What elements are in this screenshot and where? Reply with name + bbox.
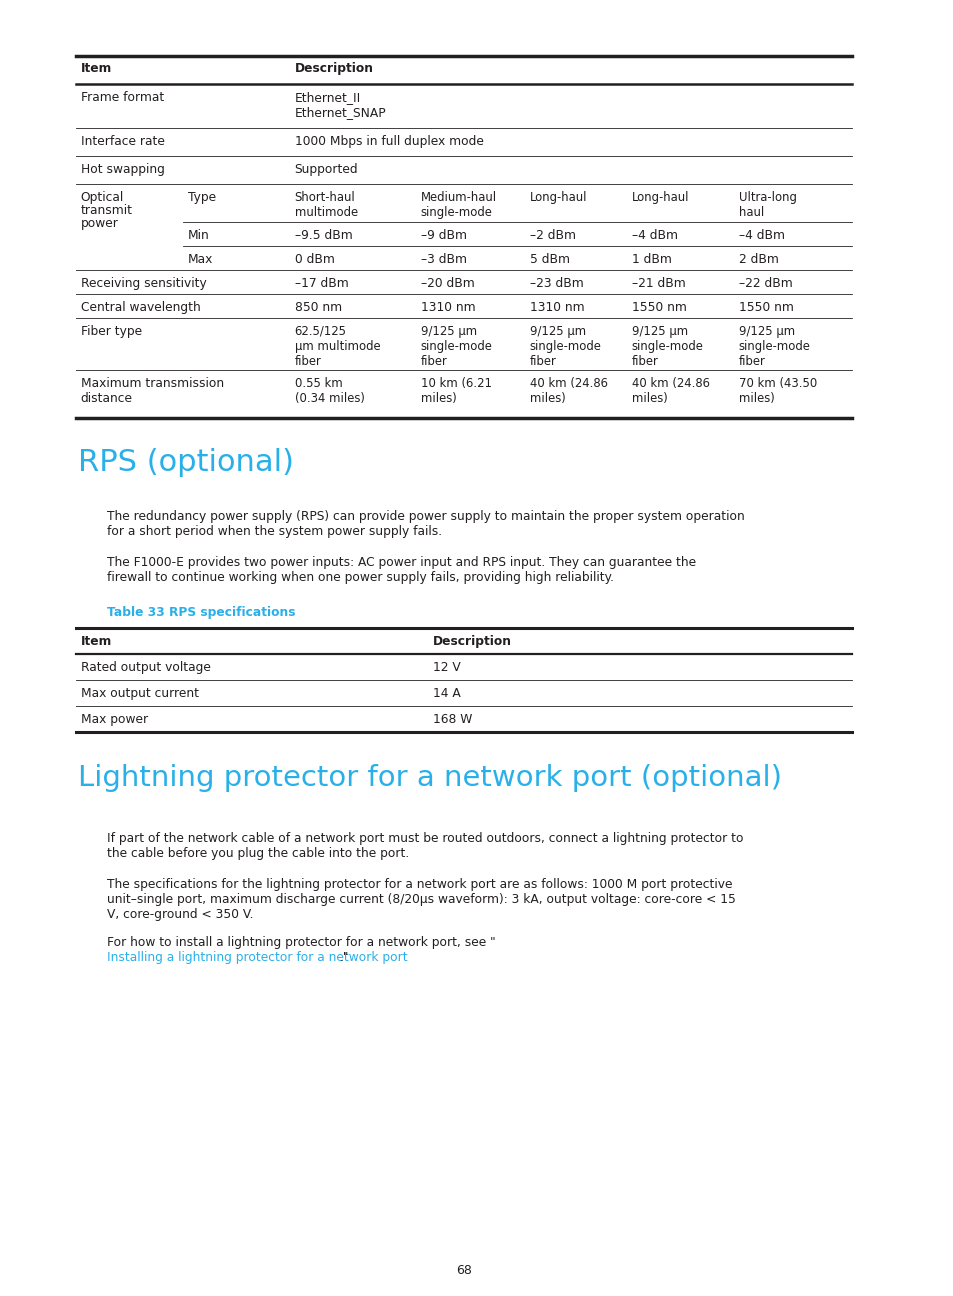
- Text: –3 dBm: –3 dBm: [420, 253, 466, 266]
- Text: Supported: Supported: [294, 163, 357, 176]
- Text: Ethernet_SNAP: Ethernet_SNAP: [294, 106, 386, 119]
- Text: 12 V: 12 V: [432, 661, 460, 674]
- Text: Min: Min: [188, 229, 209, 242]
- Text: Max: Max: [188, 253, 213, 266]
- Text: 40 km (24.86
miles): 40 km (24.86 miles): [631, 377, 709, 404]
- Text: 9/125 μm
single-mode
fiber: 9/125 μm single-mode fiber: [420, 325, 493, 368]
- Text: transmit: transmit: [81, 203, 132, 216]
- Text: The specifications for the lightning protector for a network port are as follows: The specifications for the lightning pro…: [107, 877, 735, 921]
- Text: Receiving sensitivity: Receiving sensitivity: [81, 277, 206, 290]
- Text: Fiber type: Fiber type: [81, 325, 142, 338]
- Text: 1310 nm: 1310 nm: [529, 301, 584, 314]
- Text: –17 dBm: –17 dBm: [294, 277, 348, 290]
- Text: 1 dBm: 1 dBm: [631, 253, 671, 266]
- Text: –23 dBm: –23 dBm: [529, 277, 583, 290]
- Text: –22 dBm: –22 dBm: [738, 277, 792, 290]
- Text: 0.55 km
(0.34 miles): 0.55 km (0.34 miles): [294, 377, 364, 404]
- Text: Frame format: Frame format: [81, 91, 164, 104]
- Text: Ethernet_II: Ethernet_II: [294, 91, 360, 104]
- Text: 68: 68: [456, 1264, 471, 1277]
- Text: The F1000-E provides two power inputs: AC power input and RPS input. They can gu: The F1000-E provides two power inputs: A…: [107, 556, 696, 584]
- Text: Description: Description: [294, 62, 374, 75]
- Text: 9/125 μm
single-mode
fiber: 9/125 μm single-mode fiber: [631, 325, 703, 368]
- Text: 850 nm: 850 nm: [294, 301, 341, 314]
- Text: Max output current: Max output current: [81, 687, 198, 700]
- Text: For how to install a lightning protector for a network port, see ": For how to install a lightning protector…: [107, 936, 495, 949]
- Text: 10 km (6.21
miles): 10 km (6.21 miles): [420, 377, 492, 404]
- Text: –9 dBm: –9 dBm: [420, 229, 466, 242]
- Text: Central wavelength: Central wavelength: [81, 301, 200, 314]
- Text: 168 W: 168 W: [432, 713, 472, 726]
- Text: –20 dBm: –20 dBm: [420, 277, 475, 290]
- Text: power: power: [81, 216, 118, 229]
- Text: Interface rate: Interface rate: [81, 135, 164, 148]
- Text: –9.5 dBm: –9.5 dBm: [294, 229, 352, 242]
- Text: 9/125 μm
single-mode
fiber: 9/125 μm single-mode fiber: [738, 325, 810, 368]
- Text: Table 33 RPS specifications: Table 33 RPS specifications: [107, 607, 295, 619]
- Text: 1000 Mbps in full duplex mode: 1000 Mbps in full duplex mode: [294, 135, 483, 148]
- Text: 5 dBm: 5 dBm: [529, 253, 569, 266]
- Text: Item: Item: [81, 62, 112, 75]
- Text: Long-haul: Long-haul: [529, 191, 587, 203]
- Text: Hot swapping: Hot swapping: [81, 163, 164, 176]
- Text: –4 dBm: –4 dBm: [631, 229, 678, 242]
- Text: 40 km (24.86
miles): 40 km (24.86 miles): [529, 377, 607, 404]
- Text: Optical: Optical: [81, 191, 124, 203]
- Text: Description: Description: [432, 635, 511, 648]
- Text: Item: Item: [81, 635, 112, 648]
- Text: Installing a lightning protector for a network port: Installing a lightning protector for a n…: [107, 951, 407, 964]
- Text: –4 dBm: –4 dBm: [738, 229, 784, 242]
- Text: 1550 nm: 1550 nm: [631, 301, 686, 314]
- Text: If part of the network cable of a network port must be routed outdoors, connect : If part of the network cable of a networ…: [107, 832, 742, 861]
- Text: 0 dBm: 0 dBm: [294, 253, 335, 266]
- Text: RPS (optional): RPS (optional): [78, 448, 294, 477]
- Text: 70 km (43.50
miles): 70 km (43.50 miles): [738, 377, 816, 404]
- Text: Ultra-long
haul: Ultra-long haul: [738, 191, 796, 219]
- Text: Lightning protector for a network port (optional): Lightning protector for a network port (…: [78, 765, 781, 792]
- Text: Long-haul: Long-haul: [631, 191, 689, 203]
- Text: The redundancy power supply (RPS) can provide power supply to maintain the prope: The redundancy power supply (RPS) can pr…: [107, 511, 744, 538]
- Text: .": .": [340, 951, 349, 964]
- Text: Max power: Max power: [81, 713, 148, 726]
- Text: 2 dBm: 2 dBm: [738, 253, 778, 266]
- Text: Short-haul
multimode: Short-haul multimode: [294, 191, 357, 219]
- Text: 1310 nm: 1310 nm: [420, 301, 475, 314]
- Text: Medium-haul
single-mode: Medium-haul single-mode: [420, 191, 497, 219]
- Text: –21 dBm: –21 dBm: [631, 277, 685, 290]
- Text: 1550 nm: 1550 nm: [738, 301, 793, 314]
- Text: 14 A: 14 A: [432, 687, 460, 700]
- Text: Maximum transmission
distance: Maximum transmission distance: [81, 377, 224, 404]
- Text: 62.5/125
μm multimode
fiber: 62.5/125 μm multimode fiber: [294, 325, 379, 368]
- Text: 9/125 μm
single-mode
fiber: 9/125 μm single-mode fiber: [529, 325, 601, 368]
- Text: –2 dBm: –2 dBm: [529, 229, 576, 242]
- Text: Rated output voltage: Rated output voltage: [81, 661, 211, 674]
- Text: Type: Type: [188, 191, 215, 203]
